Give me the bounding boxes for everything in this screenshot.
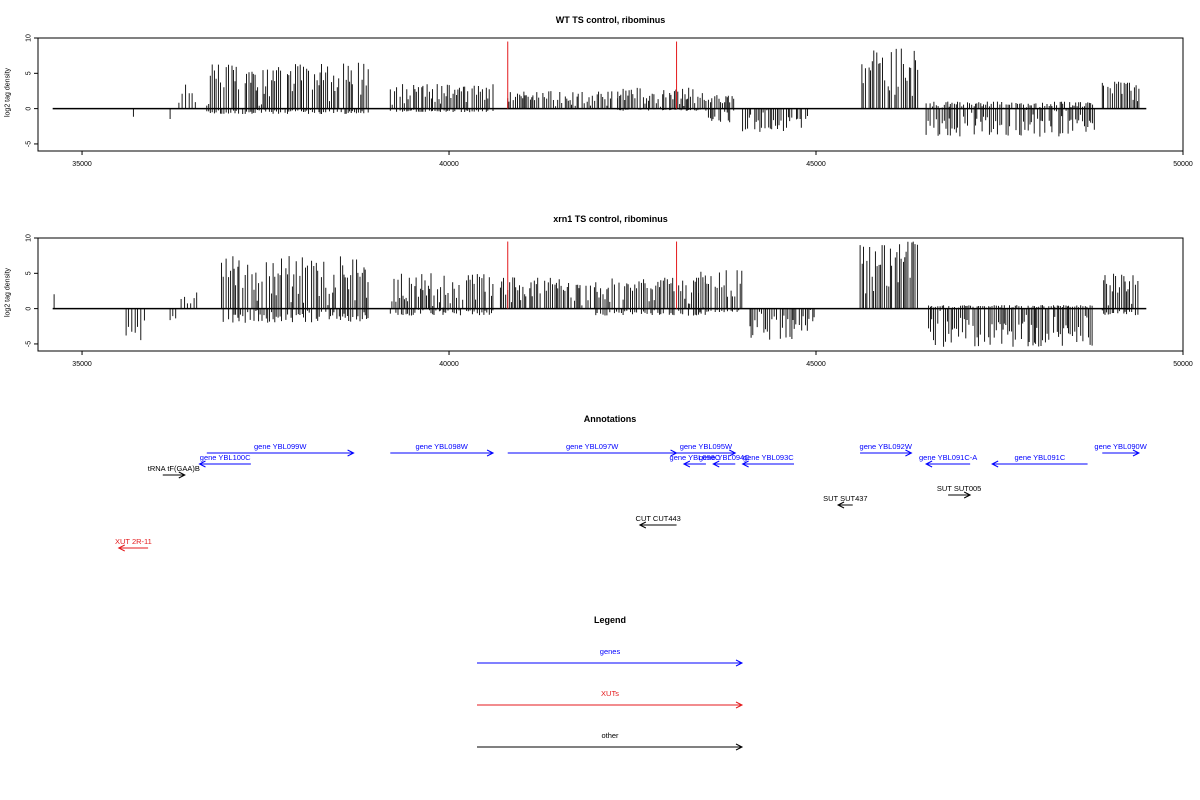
x-tick-label: 40000 [439,161,459,168]
x-tick-label: 35000 [72,361,92,368]
y-tick-label: 0 [26,307,33,311]
annotation-feature: gene YBL094C [699,453,750,468]
annotation-feature: gene YBL096C [670,453,721,468]
annotation-label: gene YBL092W [860,442,913,451]
annotation-label: gene YBL098W [415,442,468,451]
annotation-feature: gene YBL098W [390,442,495,457]
arrow-head [486,449,495,457]
annotation-label: XUT 2R-11 [115,537,152,546]
x-tick-label: 45000 [806,361,826,368]
density-spikes [53,241,1139,347]
x-tick-label: 50000 [1173,161,1193,168]
legend-item: XUTs [477,689,744,709]
chart-title: xrn1 TS control, ribominus [553,214,668,224]
annotation-label: gene YBL091C-A [919,453,977,462]
annotation-label: gene YBL100C [200,453,251,462]
annotation-feature: gene YBL092W [860,442,913,457]
arrow-head [682,460,691,468]
arrow-head [735,701,744,709]
annotation-label: gene YBL097W [566,442,619,451]
chart-panel-1: WT TS control, ribominus 10 5 0 -5 log2 tag d… [5,15,1193,168]
annotation-feature: SUT SUT437 [823,494,868,509]
annotations-title: Annotations [584,414,637,424]
annotation-feature: CUT CUT443 [636,514,681,529]
y-tick-label: 10 [26,34,33,42]
y-tick-label: -5 [26,341,33,347]
legend-label: XUTs [601,689,619,698]
annotation-label: gene YBL099W [254,442,307,451]
y-tick-label: 0 [26,107,33,111]
annotation-feature: gene YBL091C-A [919,453,977,468]
annotation-label: gene YBL090W [1094,442,1147,451]
arrow-head [991,460,999,468]
y-tick-label: 5 [26,71,33,75]
y-axis-label: log2 tag density [5,67,12,117]
arrow-head [712,460,720,468]
annotation-feature: gene YBL093C [741,453,794,468]
annotation-label: gene YBL091C [1015,453,1066,462]
x-tick-label: 50000 [1173,361,1193,368]
arrow-head [963,491,972,499]
annotation-label: SUT SUT437 [823,494,867,503]
y-tick-label: 10 [26,234,33,242]
density-spikes [132,48,1140,137]
legend-label: genes [600,647,621,656]
annotation-label: gene YBL094C [699,453,750,462]
legend-item: other [477,731,744,751]
arrow-head [1132,449,1141,457]
arrow-head [198,460,206,468]
legend-item: genes [477,647,744,667]
legend: Legend genes XUTs other [477,615,744,751]
annotation-label: tRNA tF(GAA)B [148,464,200,473]
annotation-feature: gene YBL095W [676,442,737,457]
y-tick-label: -5 [26,141,33,147]
annotation-feature: SUT SUT005 [937,484,981,499]
y-tick-label: 5 [26,271,33,275]
annotation-label: gene YBL096C [670,453,721,462]
arrow-head [638,521,647,529]
arrow-head [117,544,125,552]
annotation-feature: gene YBL099W [206,442,355,457]
x-tick-label: 35000 [72,161,92,168]
annotation-feature: gene YBL090W [1094,442,1148,457]
annotation-feature: XUT 2R-11 [115,537,152,552]
arrow-head [836,501,845,509]
arrow-head [735,743,744,751]
arrow-head [905,449,913,457]
annotation-label: gene YBL095W [680,442,733,451]
annotation-feature: tRNA tF(GAA)B [148,464,200,479]
annotation-feature: gene YBL100C [198,453,251,468]
arrow-head [735,659,744,667]
plot-frame [37,237,1184,352]
annotation-feature: gene YBL097W [507,442,678,457]
annotation-label: CUT CUT443 [636,514,681,523]
x-tick-label: 45000 [806,161,826,168]
legend-label: other [601,731,619,740]
x-tick-label: 40000 [439,361,459,368]
arrow-head [924,460,933,468]
arrow-head [729,449,737,457]
arrow-head [741,460,749,468]
chart-panel-2: xrn1 TS control, ribominus 10 5 0 -5 log2 tag… [5,214,1193,368]
chart-title: WT TS control, ribominus [556,15,666,25]
arrow-head [347,449,355,457]
annotation-label: gene YBL093C [743,453,794,462]
y-axis-label: log2 tag density [5,267,12,317]
legend-title: Legend [594,615,626,625]
arrow-head [178,471,186,479]
annotation-feature: gene YBL091C [991,453,1088,468]
plot-frame [37,37,1184,152]
annotation-label: SUT SUT005 [937,484,981,493]
